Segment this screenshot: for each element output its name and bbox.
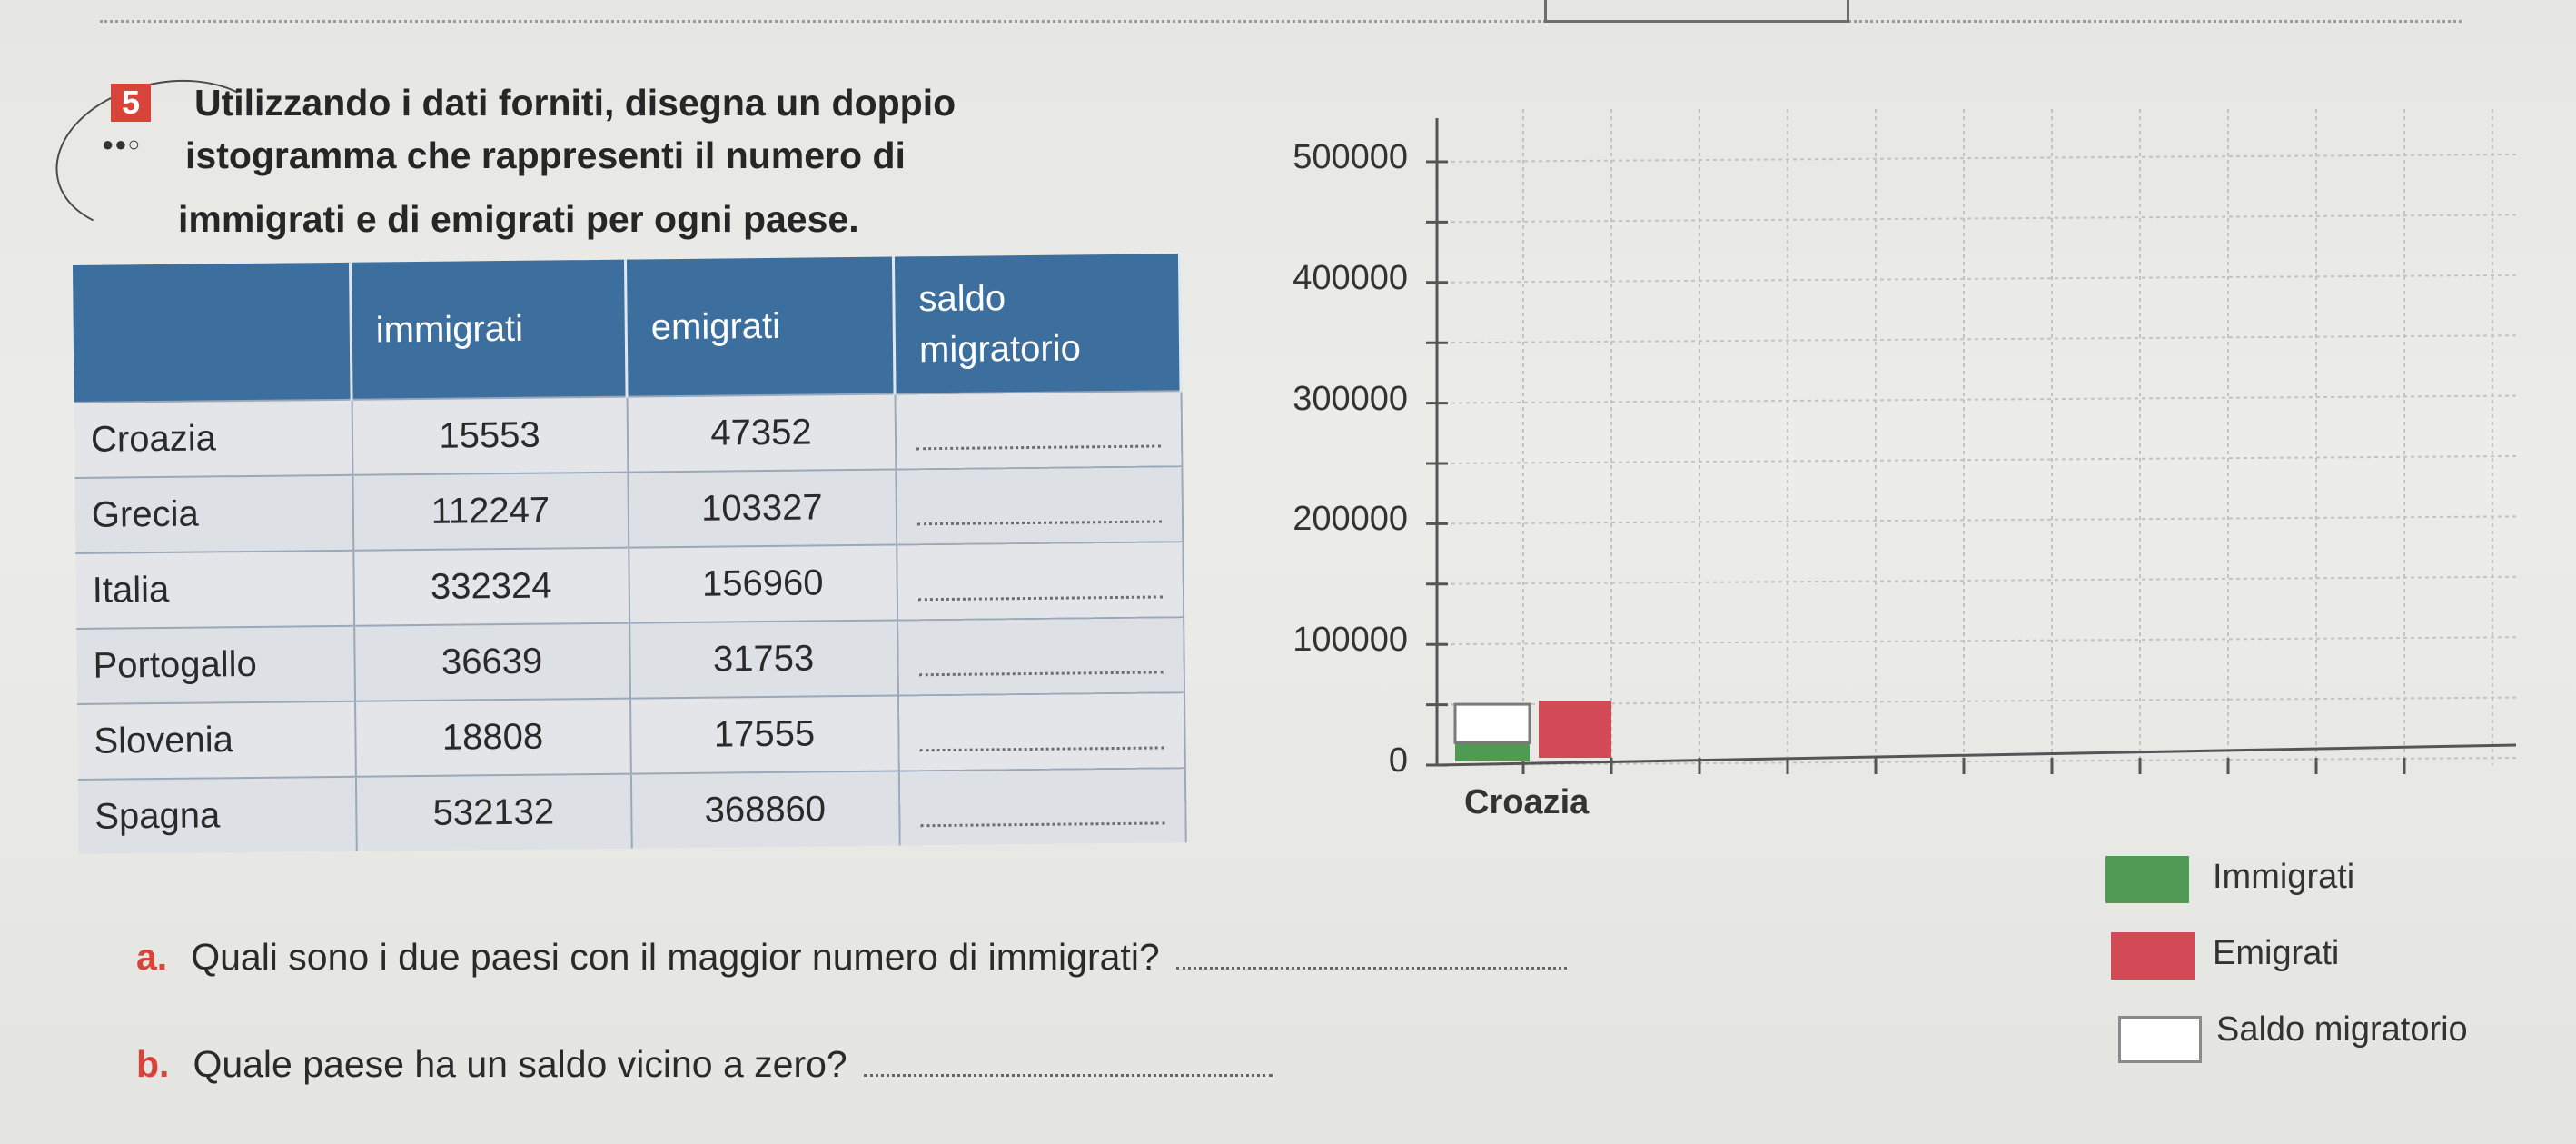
question-a-text: Quali sono i due paesi con il maggior nu… — [191, 936, 1160, 978]
exercise-number: 5 — [111, 84, 151, 122]
grid-line-h — [1436, 455, 2517, 464]
category-label: Croazia — [1464, 783, 1590, 821]
instruction-line-3: immigrati e di emigrati per ogni paese. — [178, 198, 859, 240]
y-tick-label: 200000 — [1293, 500, 1408, 539]
top-answer-box — [1544, 0, 1849, 23]
grid-line-h — [1436, 696, 2517, 706]
grid-line-h — [1436, 274, 2517, 284]
legend-label-immigrati: Immigrati — [2213, 858, 2355, 896]
instruction-line-1: Utilizzando i dati forniti, disegna un d… — [194, 82, 956, 124]
bar-saldo — [1453, 702, 1531, 744]
grid-line-h — [1436, 394, 2517, 404]
difficulty-dots: ●●○ — [102, 133, 141, 155]
grid-line-h — [1436, 214, 2517, 224]
y-tick-label: 400000 — [1293, 258, 1408, 297]
grid-line-h — [1436, 154, 2517, 163]
question-a-letter: a. — [136, 936, 168, 978]
question-b-text: Quale paese ha un saldo vicino a zero? — [193, 1043, 847, 1085]
y-tick-label: 500000 — [1293, 138, 1408, 176]
question-b: b. Quale paese ha un saldo vicino a zero? — [136, 1043, 1273, 1086]
question-a: a. Quali sono i due paesi con il maggior … — [136, 936, 1567, 979]
top-dotted-rule — [100, 20, 2462, 23]
instruction-line-2: istogramma che rappresenti il numero di — [185, 134, 906, 176]
grid-line-h — [1436, 575, 2517, 585]
bar-emigrati — [1539, 701, 1611, 758]
bar-immigrati — [1455, 742, 1530, 761]
grid-line-h — [1436, 515, 2517, 525]
legend-swatch-saldo — [2118, 1016, 2202, 1063]
answer-b-line[interactable] — [863, 1074, 1273, 1077]
y-tick-label: 0 — [1388, 741, 1408, 780]
legend-swatch-emigrati — [2111, 932, 2195, 980]
legend-label-saldo: Saldo migratorio — [2216, 1010, 2468, 1049]
legend-swatch-immigrati — [2105, 856, 2189, 903]
y-tick-label: 300000 — [1293, 379, 1408, 418]
y-tick-label: 100000 — [1293, 621, 1408, 660]
legend-label-emigrati: Emigrati — [2213, 934, 2340, 972]
question-b-letter: b. — [136, 1043, 170, 1085]
grid-line-h — [1436, 334, 2517, 344]
grid-line-h — [1436, 636, 2517, 646]
grid-line-h — [1436, 757, 2517, 766]
answer-a-line[interactable] — [1175, 967, 1567, 970]
x-axis — [1436, 743, 2517, 767]
